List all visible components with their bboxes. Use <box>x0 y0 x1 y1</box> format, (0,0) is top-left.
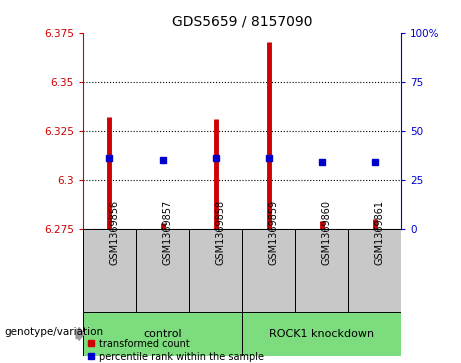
Bar <box>189 229 242 312</box>
Legend: transformed count, percentile rank within the sample: transformed count, percentile rank withi… <box>88 339 264 362</box>
Text: genotype/variation: genotype/variation <box>5 327 104 337</box>
Text: GSM1369861: GSM1369861 <box>374 200 384 265</box>
Text: GSM1369857: GSM1369857 <box>162 200 172 265</box>
Bar <box>83 312 242 356</box>
Title: GDS5659 / 8157090: GDS5659 / 8157090 <box>172 15 312 29</box>
Text: GSM1369860: GSM1369860 <box>321 200 331 265</box>
Bar <box>242 312 401 356</box>
Text: ROCK1 knockdown: ROCK1 knockdown <box>269 329 374 339</box>
Bar <box>136 229 189 312</box>
Bar <box>83 229 136 312</box>
Bar <box>242 229 295 312</box>
Text: control: control <box>143 329 182 339</box>
Bar <box>348 229 401 312</box>
Bar <box>295 229 348 312</box>
Text: GSM1369856: GSM1369856 <box>109 200 119 265</box>
Text: GSM1369859: GSM1369859 <box>268 200 278 265</box>
Text: GSM1369858: GSM1369858 <box>215 200 225 265</box>
